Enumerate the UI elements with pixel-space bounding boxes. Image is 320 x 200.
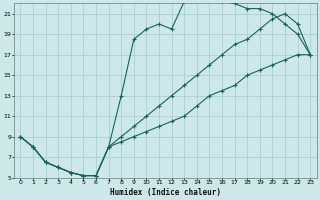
- X-axis label: Humidex (Indice chaleur): Humidex (Indice chaleur): [110, 188, 221, 197]
